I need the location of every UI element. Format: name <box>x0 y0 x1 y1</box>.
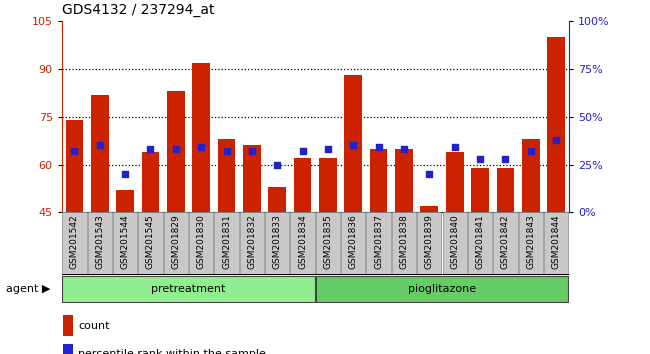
Text: GSM201836: GSM201836 <box>349 214 358 269</box>
Text: GSM201832: GSM201832 <box>248 214 256 269</box>
Text: GSM201834: GSM201834 <box>298 214 307 269</box>
Point <box>221 148 232 154</box>
Point <box>424 171 435 177</box>
FancyBboxPatch shape <box>316 275 568 302</box>
Point <box>120 171 130 177</box>
Bar <box>446 152 463 212</box>
Bar <box>243 145 261 212</box>
FancyBboxPatch shape <box>265 212 289 274</box>
Point <box>247 148 257 154</box>
Text: GSM201543: GSM201543 <box>96 214 104 269</box>
Bar <box>522 139 540 212</box>
Point <box>272 162 283 167</box>
Text: count: count <box>78 320 109 331</box>
FancyBboxPatch shape <box>88 212 112 274</box>
Bar <box>471 168 489 212</box>
Text: GSM201843: GSM201843 <box>526 214 535 269</box>
Point <box>95 143 105 148</box>
Text: GSM201545: GSM201545 <box>146 214 155 269</box>
Bar <box>142 152 159 212</box>
Point <box>500 156 511 162</box>
FancyBboxPatch shape <box>291 212 315 274</box>
Text: pioglitazone: pioglitazone <box>408 284 476 294</box>
FancyBboxPatch shape <box>443 212 467 274</box>
FancyBboxPatch shape <box>164 212 188 274</box>
Bar <box>294 158 311 212</box>
FancyBboxPatch shape <box>341 212 365 274</box>
FancyBboxPatch shape <box>316 212 340 274</box>
Point <box>146 147 156 152</box>
Text: GSM201830: GSM201830 <box>197 214 205 269</box>
Text: GSM201544: GSM201544 <box>121 214 129 269</box>
Point <box>374 144 384 150</box>
Text: percentile rank within the sample: percentile rank within the sample <box>78 349 266 354</box>
Text: GSM201839: GSM201839 <box>425 214 434 269</box>
Text: GSM201842: GSM201842 <box>501 214 510 269</box>
Bar <box>370 149 387 212</box>
Point <box>170 147 181 152</box>
Bar <box>268 187 286 212</box>
Point <box>474 156 485 162</box>
FancyBboxPatch shape <box>62 212 86 274</box>
FancyBboxPatch shape <box>417 212 441 274</box>
FancyBboxPatch shape <box>367 212 391 274</box>
Text: GSM201837: GSM201837 <box>374 214 383 269</box>
Bar <box>167 91 185 212</box>
Point <box>297 148 308 154</box>
Bar <box>91 95 109 212</box>
Bar <box>395 149 413 212</box>
Text: GSM201831: GSM201831 <box>222 214 231 269</box>
Text: GSM201542: GSM201542 <box>70 214 79 269</box>
Point <box>525 148 536 154</box>
Text: pretreatment: pretreatment <box>151 284 226 294</box>
Text: GSM201835: GSM201835 <box>324 214 332 269</box>
Bar <box>344 75 362 212</box>
FancyBboxPatch shape <box>113 212 137 274</box>
Bar <box>116 190 134 212</box>
FancyBboxPatch shape <box>62 275 315 302</box>
FancyBboxPatch shape <box>544 212 568 274</box>
FancyBboxPatch shape <box>519 212 543 274</box>
Text: GSM201829: GSM201829 <box>172 214 180 269</box>
Point <box>69 148 79 154</box>
FancyBboxPatch shape <box>138 212 162 274</box>
FancyBboxPatch shape <box>189 212 213 274</box>
Text: GSM201833: GSM201833 <box>273 214 281 269</box>
Point <box>348 143 359 148</box>
Bar <box>319 158 337 212</box>
Bar <box>218 139 235 212</box>
Bar <box>421 206 438 212</box>
Text: GSM201840: GSM201840 <box>450 214 459 269</box>
Bar <box>66 120 83 212</box>
Text: GSM201841: GSM201841 <box>476 214 484 269</box>
Bar <box>64 315 73 336</box>
Point <box>551 137 562 143</box>
Bar <box>547 37 565 212</box>
Point <box>450 144 460 150</box>
Point <box>323 147 333 152</box>
Text: agent ▶: agent ▶ <box>6 284 51 294</box>
Point <box>399 147 410 152</box>
FancyBboxPatch shape <box>392 212 416 274</box>
FancyBboxPatch shape <box>493 212 517 274</box>
Bar <box>64 343 73 354</box>
FancyBboxPatch shape <box>214 212 239 274</box>
Text: GSM201844: GSM201844 <box>552 214 560 269</box>
FancyBboxPatch shape <box>240 212 264 274</box>
FancyBboxPatch shape <box>468 212 492 274</box>
Bar <box>497 168 514 212</box>
Bar <box>192 63 210 212</box>
Text: GSM201838: GSM201838 <box>400 214 408 269</box>
Point <box>196 144 207 150</box>
Text: GDS4132 / 237294_at: GDS4132 / 237294_at <box>62 4 214 17</box>
